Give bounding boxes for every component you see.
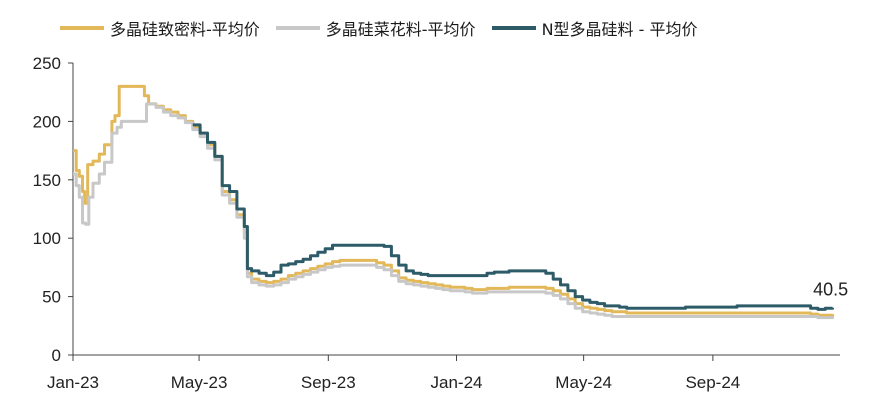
- legend-item-n-type: N型多晶硅料 - 平均价: [491, 16, 698, 40]
- legend-item-cauliflower: 多晶硅菜花料-平均价: [275, 16, 476, 40]
- legend-label-cauliflower: 多晶硅菜花料-平均价: [325, 20, 476, 39]
- legend-item-dense: 多晶硅致密料-平均价: [60, 16, 260, 40]
- legend-swatch-n-type: [491, 26, 536, 30]
- series-line-2: [192, 123, 835, 311]
- x-tick-label: May-24: [555, 373, 612, 392]
- x-tick-label: May-23: [171, 373, 228, 392]
- y-tick-label: 200: [33, 112, 61, 131]
- end-value-label: 40.5: [813, 280, 848, 300]
- legend-swatch-dense: [60, 26, 104, 30]
- x-tick-label: Sep-24: [685, 373, 740, 392]
- legend-swatch-cauliflower: [275, 26, 320, 30]
- y-tick-label: 250: [33, 54, 61, 73]
- x-tick-label: Sep-23: [301, 373, 356, 392]
- series-line-0: [73, 84, 835, 317]
- y-tick-label: 0: [52, 346, 61, 365]
- legend-label-dense: 多晶硅致密料-平均价: [110, 20, 260, 39]
- x-tick-label: Jan-24: [431, 373, 483, 392]
- y-tick-label: 50: [42, 288, 61, 307]
- y-tick-label: 100: [33, 229, 61, 248]
- y-tick-label: 150: [33, 171, 61, 190]
- legend-label-n-type: N型多晶硅料 - 平均价: [541, 20, 698, 39]
- x-tick-label: Jan-23: [47, 373, 99, 392]
- series-line-1: [73, 102, 835, 320]
- legend: 多晶硅致密料-平均价 多晶硅菜花料-平均价 N型多晶硅料 - 平均价: [60, 16, 713, 40]
